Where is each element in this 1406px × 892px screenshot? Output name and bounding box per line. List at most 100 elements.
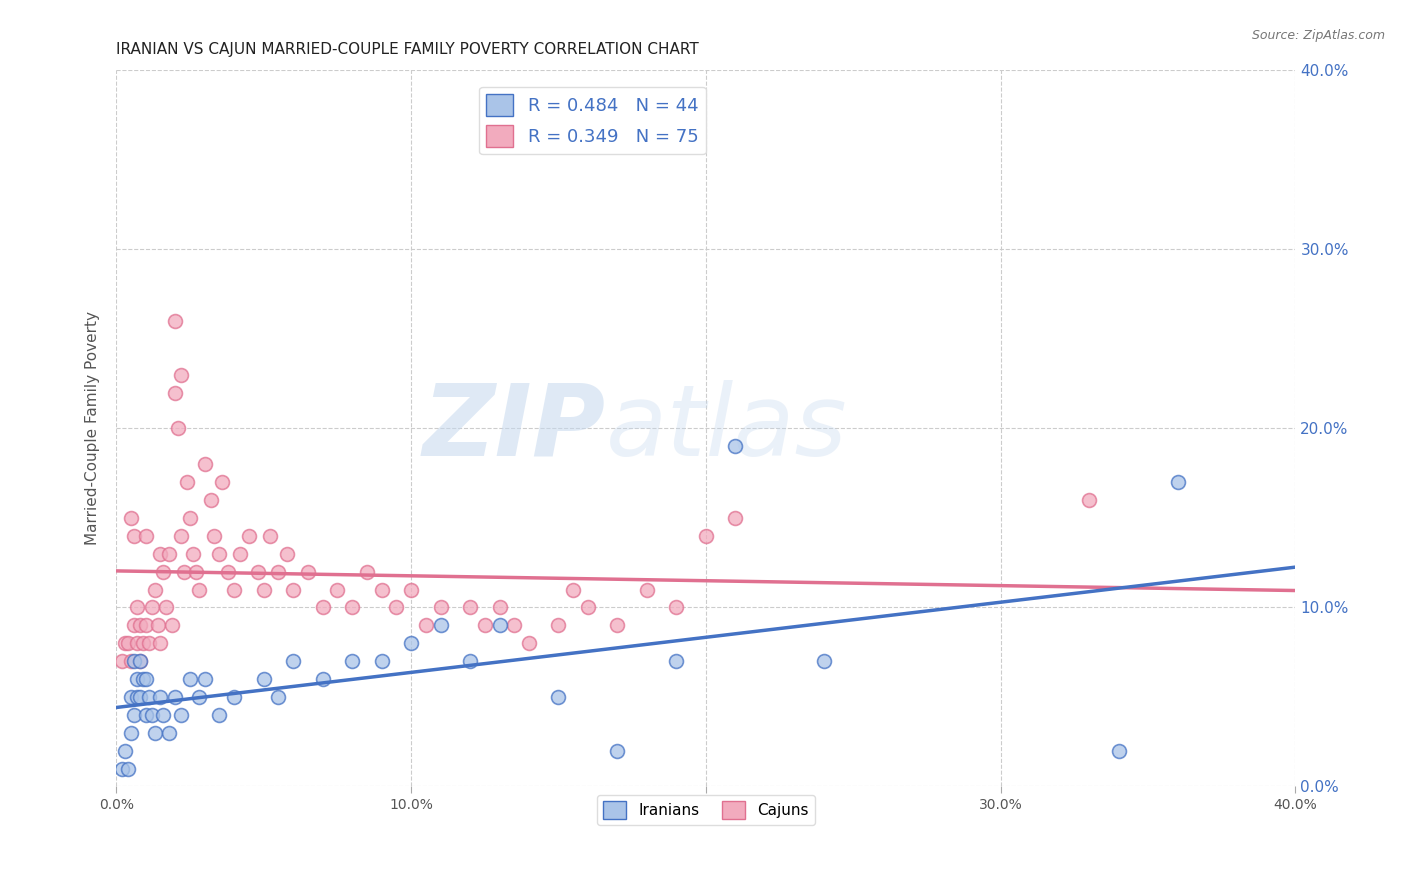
Point — [474, 618, 496, 632]
Point — [547, 690, 569, 704]
Point — [399, 636, 422, 650]
Point — [281, 582, 304, 597]
Point — [217, 565, 239, 579]
Point — [122, 707, 145, 722]
Point — [503, 618, 526, 632]
Point — [120, 654, 142, 668]
Point — [135, 672, 157, 686]
Text: Source: ZipAtlas.com: Source: ZipAtlas.com — [1251, 29, 1385, 42]
Point — [695, 529, 717, 543]
Point — [143, 582, 166, 597]
Point — [458, 654, 481, 668]
Point — [253, 582, 276, 597]
Point — [562, 582, 585, 597]
Point — [458, 600, 481, 615]
Point — [311, 672, 333, 686]
Point — [194, 672, 217, 686]
Point — [488, 600, 510, 615]
Point — [187, 690, 209, 704]
Point — [128, 618, 150, 632]
Point — [165, 314, 187, 328]
Point — [138, 690, 160, 704]
Point — [488, 618, 510, 632]
Point — [385, 600, 408, 615]
Point — [138, 636, 160, 650]
Point — [267, 565, 290, 579]
Point — [135, 707, 157, 722]
Point — [1108, 744, 1130, 758]
Point — [125, 600, 148, 615]
Point — [146, 618, 169, 632]
Point — [120, 725, 142, 739]
Text: atlas: atlas — [606, 380, 848, 477]
Point — [179, 511, 201, 525]
Point — [176, 475, 198, 490]
Point — [165, 385, 187, 400]
Point — [122, 529, 145, 543]
Point — [117, 762, 139, 776]
Point — [813, 654, 835, 668]
Point — [170, 529, 193, 543]
Point — [576, 600, 599, 615]
Point — [132, 636, 155, 650]
Point — [155, 600, 177, 615]
Point — [370, 654, 392, 668]
Point — [224, 582, 246, 597]
Point — [114, 636, 136, 650]
Point — [141, 707, 163, 722]
Point — [606, 744, 628, 758]
Point — [167, 421, 190, 435]
Point — [128, 654, 150, 668]
Point — [517, 636, 540, 650]
Point — [1167, 475, 1189, 490]
Point — [429, 618, 451, 632]
Point — [281, 654, 304, 668]
Point — [399, 582, 422, 597]
Point — [211, 475, 233, 490]
Point — [356, 565, 378, 579]
Point — [370, 582, 392, 597]
Point — [636, 582, 658, 597]
Point — [152, 565, 174, 579]
Point — [181, 547, 204, 561]
Point — [267, 690, 290, 704]
Point — [114, 744, 136, 758]
Point — [157, 725, 180, 739]
Point — [149, 636, 172, 650]
Point — [132, 672, 155, 686]
Point — [1078, 493, 1101, 508]
Point — [311, 600, 333, 615]
Point — [125, 672, 148, 686]
Point — [173, 565, 195, 579]
Text: IRANIAN VS CAJUN MARRIED-COUPLE FAMILY POVERTY CORRELATION CHART: IRANIAN VS CAJUN MARRIED-COUPLE FAMILY P… — [117, 42, 699, 57]
Point — [415, 618, 437, 632]
Point — [120, 511, 142, 525]
Point — [340, 600, 363, 615]
Point — [202, 529, 225, 543]
Y-axis label: Married-Couple Family Poverty: Married-Couple Family Poverty — [86, 311, 100, 545]
Point — [238, 529, 260, 543]
Point — [122, 618, 145, 632]
Point — [162, 618, 184, 632]
Point — [170, 368, 193, 382]
Point — [429, 600, 451, 615]
Point — [276, 547, 298, 561]
Point — [253, 672, 276, 686]
Point — [724, 511, 747, 525]
Point — [122, 654, 145, 668]
Point — [111, 762, 134, 776]
Point — [259, 529, 281, 543]
Point — [665, 654, 688, 668]
Point — [184, 565, 207, 579]
Point — [143, 725, 166, 739]
Point — [229, 547, 252, 561]
Point — [326, 582, 349, 597]
Point — [170, 707, 193, 722]
Point — [340, 654, 363, 668]
Point — [724, 439, 747, 453]
Legend: Iranians, Cajuns: Iranians, Cajuns — [596, 795, 815, 825]
Point — [547, 618, 569, 632]
Point — [297, 565, 319, 579]
Point — [200, 493, 222, 508]
Point — [246, 565, 269, 579]
